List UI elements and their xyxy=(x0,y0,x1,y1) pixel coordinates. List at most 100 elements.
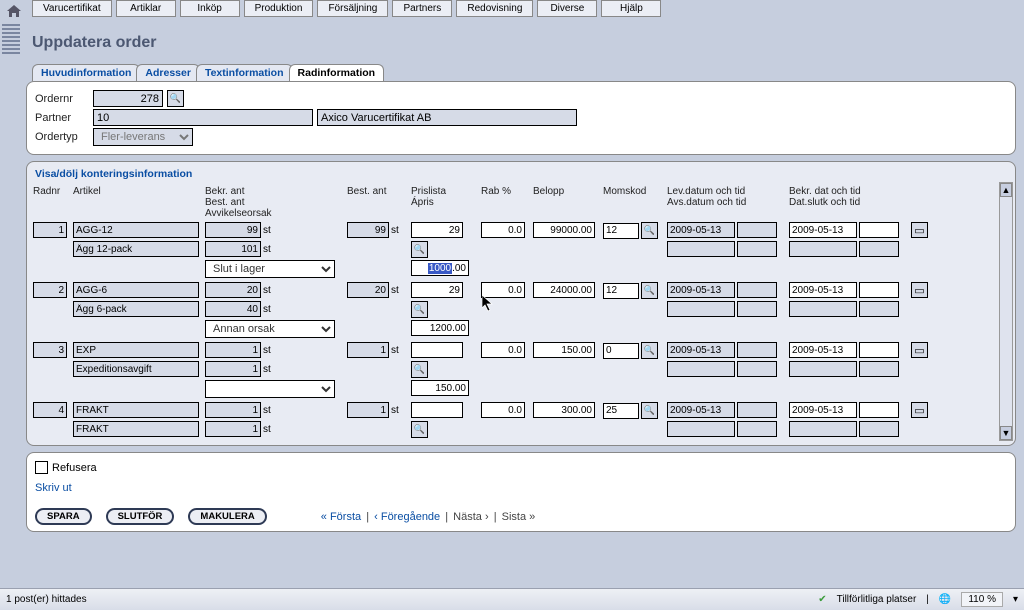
best-ant[interactable] xyxy=(347,342,389,358)
bekr-date[interactable] xyxy=(789,222,857,238)
belopp[interactable] xyxy=(533,402,595,418)
main-tab-varucertifikat[interactable]: Varucertifikat xyxy=(32,0,112,17)
bekr-ant[interactable] xyxy=(205,282,261,298)
avs-time[interactable] xyxy=(737,241,777,257)
calendar-icon[interactable]: ▭ xyxy=(911,402,928,418)
partner-id-input[interactable] xyxy=(93,109,313,126)
best-ant2[interactable] xyxy=(205,301,261,317)
momskod[interactable] xyxy=(603,343,639,359)
bekr-time[interactable] xyxy=(859,342,899,358)
slutk-date[interactable] xyxy=(789,421,857,437)
bekr-ant[interactable] xyxy=(205,222,261,238)
lev-time[interactable] xyxy=(737,222,777,238)
momskod-search-icon[interactable]: 🔍 xyxy=(641,342,658,359)
zoom-level[interactable]: 110 % xyxy=(961,592,1003,607)
ordernr-input[interactable] xyxy=(93,90,163,107)
main-tab-produktion[interactable]: Produktion xyxy=(244,0,314,17)
bekr-time[interactable] xyxy=(859,222,899,238)
momskod-search-icon[interactable]: 🔍 xyxy=(641,402,658,419)
row-nr[interactable] xyxy=(33,402,67,418)
makulera-button[interactable]: MAKULERA xyxy=(188,508,266,525)
lev-date[interactable] xyxy=(667,282,735,298)
avs-time[interactable] xyxy=(737,361,777,377)
subtab-adresser[interactable]: Adresser xyxy=(136,64,200,81)
best-ant2[interactable] xyxy=(205,241,261,257)
pris-search-icon[interactable]: 🔍 xyxy=(411,361,428,378)
pris-search-icon[interactable]: 🔍 xyxy=(411,241,428,258)
calendar-icon[interactable]: ▭ xyxy=(911,282,928,298)
best-ant2[interactable] xyxy=(205,361,261,377)
toggle-kontering-link[interactable]: Visa/dölj konteringsinformation xyxy=(33,166,1009,184)
zoom-dropdown-icon[interactable]: ▾ xyxy=(1013,594,1018,605)
vertical-scrollbar[interactable]: ▲ ▼ xyxy=(999,182,1013,441)
slutk-date[interactable] xyxy=(789,361,857,377)
article-desc[interactable] xyxy=(73,301,199,317)
article-code[interactable] xyxy=(73,342,199,358)
pris-search-icon[interactable]: 🔍 xyxy=(411,301,428,318)
avs-time[interactable] xyxy=(737,301,777,317)
apris[interactable] xyxy=(411,320,469,336)
bekr-ant[interactable] xyxy=(205,342,261,358)
calendar-icon[interactable]: ▭ xyxy=(911,222,928,238)
apris[interactable]: 1000.00 xyxy=(411,260,469,276)
row-nr[interactable] xyxy=(33,222,67,238)
best-ant2[interactable] xyxy=(205,421,261,437)
partner-name-input[interactable] xyxy=(317,109,577,126)
slutk-time[interactable] xyxy=(859,301,899,317)
side-handle[interactable] xyxy=(2,24,20,54)
rab[interactable] xyxy=(481,222,525,238)
row-nr[interactable] xyxy=(33,282,67,298)
main-tab-inköp[interactable]: Inköp xyxy=(180,0,240,17)
scroll-down-icon[interactable]: ▼ xyxy=(1000,426,1012,440)
slutk-time[interactable] xyxy=(859,241,899,257)
article-code[interactable] xyxy=(73,402,199,418)
article-code[interactable] xyxy=(73,222,199,238)
belopp[interactable] xyxy=(533,342,595,358)
reason-select[interactable]: Annan orsak xyxy=(205,320,335,338)
pager-first[interactable]: « Första xyxy=(321,511,361,523)
slutk-time[interactable] xyxy=(859,361,899,377)
main-tab-artiklar[interactable]: Artiklar xyxy=(116,0,176,17)
prislista[interactable] xyxy=(411,342,463,358)
apris[interactable] xyxy=(411,380,469,396)
prislista[interactable] xyxy=(411,282,463,298)
avs-date[interactable] xyxy=(667,421,735,437)
pris-search-icon[interactable]: 🔍 xyxy=(411,421,428,438)
spara-button[interactable]: SPARA xyxy=(35,508,92,525)
main-tab-diverse[interactable]: Diverse xyxy=(537,0,597,17)
momskod-search-icon[interactable]: 🔍 xyxy=(641,282,658,299)
lev-date[interactable] xyxy=(667,402,735,418)
lev-date[interactable] xyxy=(667,222,735,238)
reason-select[interactable] xyxy=(205,380,335,398)
subtab-textinformation[interactable]: Textinformation xyxy=(196,64,293,81)
subtab-radinformation[interactable]: Radinformation xyxy=(289,64,385,81)
rab[interactable] xyxy=(481,402,525,418)
ordernr-search-icon[interactable]: 🔍 xyxy=(167,90,184,107)
scroll-up-icon[interactable]: ▲ xyxy=(1000,183,1012,197)
main-tab-partners[interactable]: Partners xyxy=(392,0,452,17)
main-tab-försäljning[interactable]: Försäljning xyxy=(317,0,388,17)
slutk-date[interactable] xyxy=(789,301,857,317)
article-desc[interactable] xyxy=(73,241,199,257)
lev-time[interactable] xyxy=(737,402,777,418)
best-ant[interactable] xyxy=(347,222,389,238)
article-desc[interactable] xyxy=(73,361,199,377)
avs-date[interactable] xyxy=(667,241,735,257)
best-ant[interactable] xyxy=(347,402,389,418)
article-desc[interactable] xyxy=(73,421,199,437)
refusera-checkbox[interactable] xyxy=(35,461,48,474)
article-code[interactable] xyxy=(73,282,199,298)
momskod-search-icon[interactable]: 🔍 xyxy=(641,222,658,239)
bekr-ant[interactable] xyxy=(205,402,261,418)
bekr-time[interactable] xyxy=(859,402,899,418)
bekr-date[interactable] xyxy=(789,342,857,358)
prislista[interactable] xyxy=(411,402,463,418)
lev-time[interactable] xyxy=(737,282,777,298)
lev-date[interactable] xyxy=(667,342,735,358)
slutk-date[interactable] xyxy=(789,241,857,257)
home-icon[interactable] xyxy=(0,2,28,20)
avs-time[interactable] xyxy=(737,421,777,437)
bekr-date[interactable] xyxy=(789,282,857,298)
slutfor-button[interactable]: SLUTFÖR xyxy=(106,508,175,525)
rab[interactable] xyxy=(481,342,525,358)
